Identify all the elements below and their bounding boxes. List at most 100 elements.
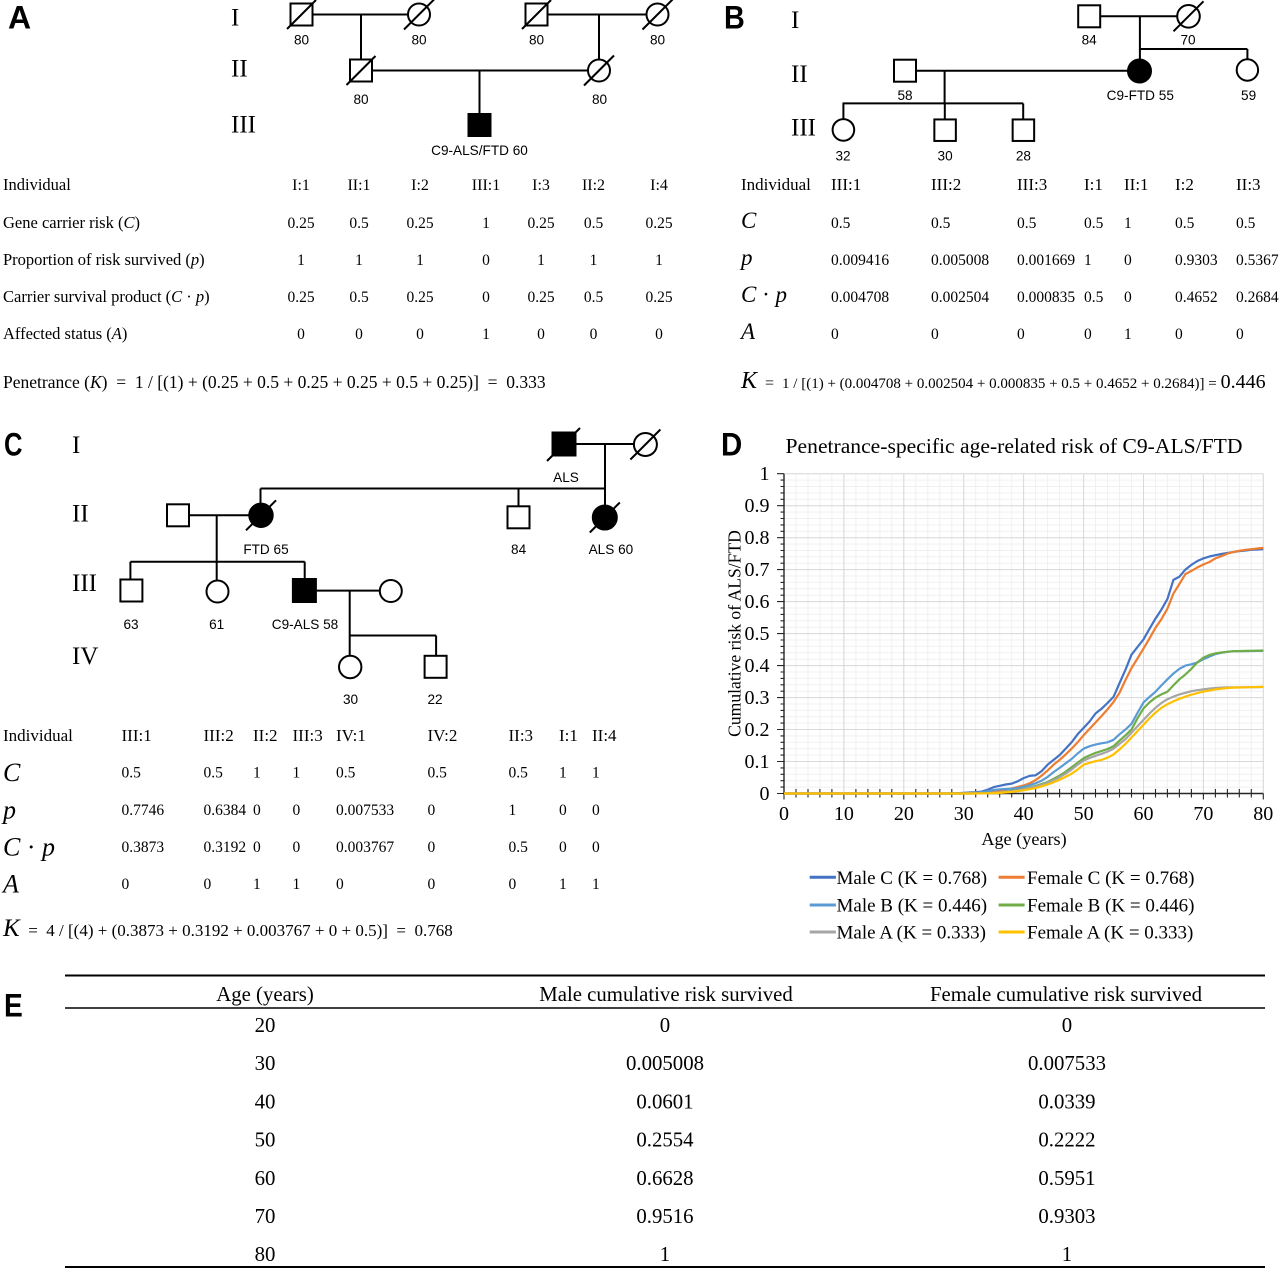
svg-text:0.001669: 0.001669	[1017, 252, 1075, 269]
svg-text:0.002504: 0.002504	[931, 289, 989, 306]
svg-text:30: 30	[343, 692, 359, 707]
svg-text:1: 1	[253, 765, 261, 782]
svg-text:IV:2: IV:2	[428, 726, 458, 745]
svg-text:Male A (K = 0.333): Male A (K = 0.333)	[837, 923, 987, 944]
svg-text:0.5: 0.5	[349, 215, 369, 232]
svg-text:70: 70	[1180, 32, 1196, 47]
svg-text:0.6384: 0.6384	[204, 802, 247, 819]
svg-text:I: I	[791, 7, 799, 34]
svg-text:Female C (K = 0.768): Female C (K = 0.768)	[1027, 868, 1194, 889]
svg-text:30: 30	[255, 1052, 276, 1075]
svg-text:0: 0	[253, 802, 261, 819]
svg-text:0: 0	[1175, 326, 1183, 343]
svg-text:0: 0	[428, 839, 436, 856]
svg-text:0.5: 0.5	[428, 765, 448, 782]
svg-text:70: 70	[255, 1205, 276, 1228]
svg-text:0.9: 0.9	[745, 495, 770, 517]
svg-text:Cumulative risk of ALS/FTD: Cumulative risk of ALS/FTD	[725, 530, 745, 737]
svg-text:1: 1	[416, 252, 424, 269]
svg-text:0.004708: 0.004708	[831, 289, 889, 306]
svg-text:0: 0	[1236, 326, 1244, 343]
svg-text:0.005008: 0.005008	[931, 252, 989, 269]
svg-text:Individual: Individual	[3, 175, 71, 194]
svg-text:0: 0	[1017, 326, 1025, 343]
svg-text:III:3: III:3	[293, 726, 323, 745]
svg-text:p: p	[1, 796, 16, 825]
svg-text:58: 58	[897, 88, 912, 103]
svg-text:1: 1	[293, 876, 301, 893]
svg-text:Gene carrier risk (C): Gene carrier risk (C)	[3, 213, 140, 232]
svg-text:1: 1	[660, 1243, 670, 1266]
svg-text:1: 1	[559, 876, 567, 893]
svg-text:III: III	[231, 112, 256, 139]
svg-text:0.5: 0.5	[931, 215, 951, 232]
svg-text:0.5: 0.5	[745, 623, 770, 645]
svg-text:80: 80	[411, 33, 427, 48]
svg-text:0.7746: 0.7746	[122, 802, 165, 819]
svg-text:1: 1	[1124, 215, 1132, 232]
svg-text:0.25: 0.25	[645, 289, 672, 306]
svg-text:C: C	[3, 758, 21, 787]
svg-text:I: I	[231, 5, 239, 32]
svg-text:0: 0	[336, 876, 344, 893]
svg-text:0.8: 0.8	[745, 527, 770, 549]
svg-text:Affected status (A): Affected status (A)	[3, 324, 127, 343]
svg-text:0.5: 0.5	[204, 765, 224, 782]
svg-text:0.9303: 0.9303	[1038, 1205, 1095, 1228]
svg-text:0: 0	[1062, 1014, 1072, 1037]
svg-text:1: 1	[1084, 252, 1092, 269]
svg-text:Male cumulative risk survived: Male cumulative risk survived	[539, 983, 793, 1006]
svg-text:0.2: 0.2	[745, 719, 770, 741]
svg-text:84: 84	[511, 542, 527, 557]
svg-text:1: 1	[1124, 326, 1132, 343]
svg-text:0.5: 0.5	[336, 765, 356, 782]
svg-text:0: 0	[1124, 252, 1132, 269]
svg-text:0.5: 0.5	[1084, 289, 1104, 306]
svg-text:Female A (K = 0.333): Female A (K = 0.333)	[1027, 923, 1193, 944]
svg-text:80: 80	[592, 92, 608, 107]
svg-text:80: 80	[353, 92, 369, 107]
svg-text:0.2554: 0.2554	[636, 1129, 694, 1152]
svg-text:0.25: 0.25	[406, 215, 433, 232]
svg-text:59: 59	[1241, 88, 1256, 103]
svg-text:0: 0	[293, 802, 301, 819]
svg-text:0.5: 0.5	[1175, 215, 1195, 232]
svg-text:Male B (K = 0.446): Male B (K = 0.446)	[837, 896, 988, 917]
svg-text:0: 0	[428, 802, 436, 819]
svg-text:0.6628: 0.6628	[636, 1167, 693, 1190]
svg-text:0.3873: 0.3873	[122, 839, 165, 856]
svg-text:Age (years): Age (years)	[981, 829, 1066, 850]
svg-text:0: 0	[760, 783, 770, 805]
svg-text:0: 0	[1084, 326, 1092, 343]
svg-text:0.5: 0.5	[1017, 215, 1037, 232]
svg-text:III:1: III:1	[472, 177, 500, 194]
svg-text:20: 20	[894, 803, 914, 825]
svg-text:0: 0	[482, 252, 490, 269]
svg-text:III:3: III:3	[1017, 175, 1047, 194]
svg-text:II:1: II:1	[347, 177, 370, 194]
svg-text:IV:1: IV:1	[336, 726, 366, 745]
svg-text:0: 0	[482, 289, 490, 306]
svg-text:61: 61	[209, 617, 224, 632]
svg-text:80: 80	[294, 33, 310, 48]
svg-text:I:1: I:1	[559, 726, 578, 745]
svg-text:IV: IV	[72, 643, 98, 670]
svg-text:I:2: I:2	[411, 177, 429, 194]
svg-text:60: 60	[255, 1167, 276, 1190]
svg-text:0: 0	[355, 326, 363, 343]
svg-text:0.3192: 0.3192	[204, 839, 247, 856]
svg-text:Female cumulative risk survive: Female cumulative risk survived	[930, 983, 1203, 1006]
svg-text:1: 1	[509, 802, 517, 819]
svg-text:FTD 65: FTD 65	[243, 542, 288, 557]
svg-text:0: 0	[293, 839, 301, 856]
svg-text:D: D	[721, 426, 742, 462]
svg-text:0: 0	[831, 326, 839, 343]
svg-text:Age (years): Age (years)	[216, 983, 314, 1006]
svg-text:40: 40	[255, 1090, 276, 1113]
svg-text:1: 1	[482, 215, 490, 232]
svg-text:0: 0	[660, 1014, 670, 1037]
svg-text:0.007533: 0.007533	[1028, 1052, 1106, 1075]
svg-text:1: 1	[1062, 1243, 1072, 1266]
svg-text:I:3: I:3	[532, 177, 550, 194]
svg-text:1: 1	[253, 876, 261, 893]
